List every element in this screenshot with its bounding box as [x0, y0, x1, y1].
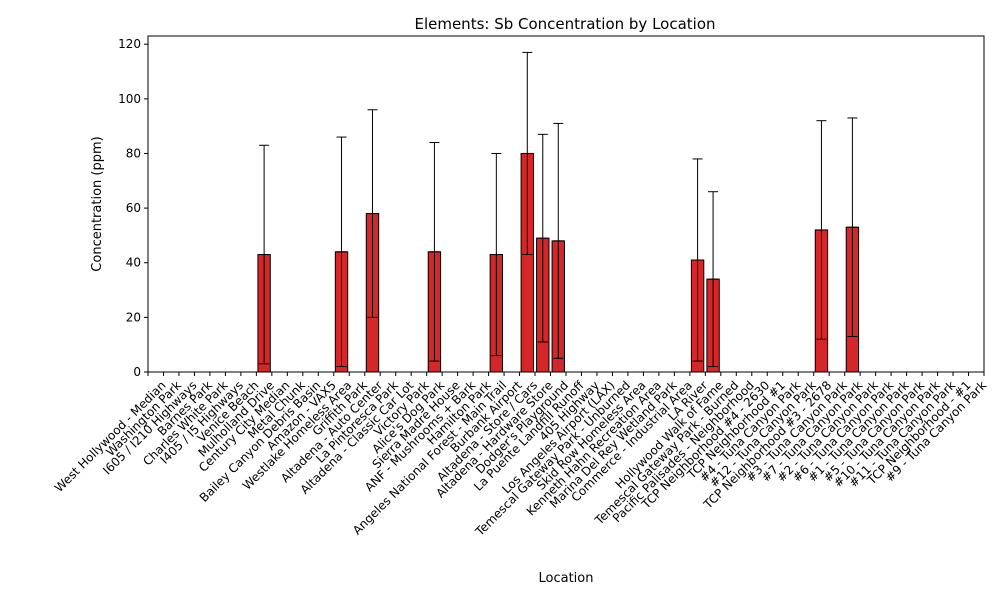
y-axis: 0 20 40 60 80 100 120 [118, 37, 148, 379]
y-tick-label: 80 [126, 146, 141, 160]
y-tick-label: 40 [126, 256, 141, 270]
plot-frame [147, 35, 985, 373]
y-tick-label: 0 [133, 365, 141, 379]
error-bar [336, 136, 347, 368]
error-bar [708, 191, 719, 368]
error-bar [847, 117, 858, 337]
error-bar [491, 152, 502, 357]
y-tick-label: 20 [126, 310, 141, 324]
error-bar [522, 51, 533, 256]
error-bar [259, 144, 270, 365]
error-bar [537, 133, 548, 343]
x-axis-title: Location [539, 571, 594, 586]
error-bar [553, 122, 564, 359]
y-axis-title: Concentration (ppm) [90, 136, 105, 271]
error-bar [816, 120, 827, 340]
x-tick-label: West Hollywood - Median [52, 378, 169, 495]
y-tick-label: 100 [118, 92, 141, 106]
y-tick-label: 60 [126, 201, 141, 215]
error-bar [692, 158, 703, 362]
error-bar [429, 142, 440, 362]
chart-title: Elements: Sb Concentration by Location [414, 15, 715, 33]
y-tick-label: 120 [118, 37, 141, 51]
error-bar [367, 109, 378, 318]
error-bars-group [259, 51, 858, 368]
